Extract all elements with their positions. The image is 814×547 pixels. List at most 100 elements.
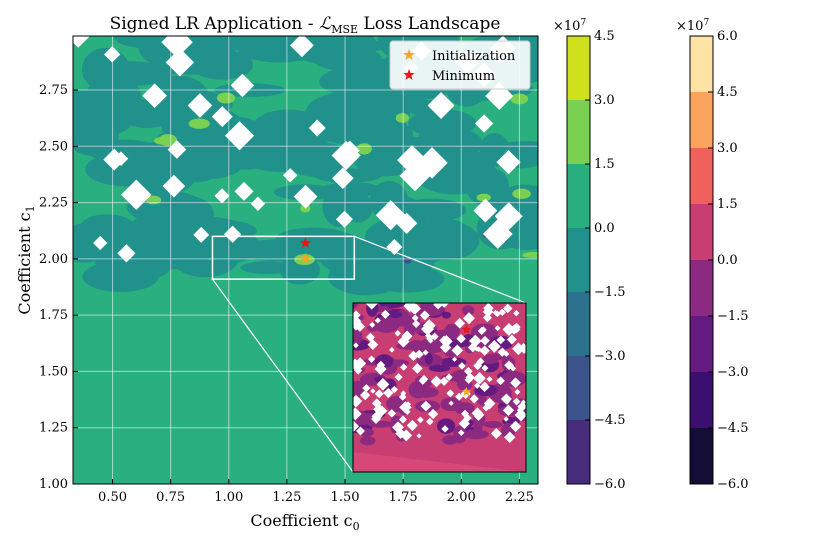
- inset-hole: [487, 340, 501, 353]
- inset-hole: [454, 317, 466, 329]
- inset-hole: [512, 397, 521, 406]
- marker-initialization: [299, 252, 312, 264]
- contour-patch: [413, 221, 480, 261]
- x-axis-label: Coefficient c0: [250, 511, 359, 533]
- colorbar-tick-label: −3.0: [717, 365, 749, 380]
- inset-band: [353, 452, 526, 472]
- colorbar-tick-label: 1.5: [594, 157, 615, 172]
- colorbar-tick-label: −4.5: [594, 413, 626, 428]
- x-tick-label: 0.50: [98, 490, 127, 505]
- inset-plot: [352, 302, 527, 473]
- inset-hole: [365, 303, 378, 310]
- inset-patch: [383, 310, 403, 319]
- inset-hole: [353, 420, 360, 433]
- inset-hole: [399, 401, 412, 414]
- x-tick-label: 1.25: [272, 490, 301, 505]
- inset-patch: [470, 323, 499, 341]
- inset-hole: [398, 393, 407, 401]
- legend-label: Initialization: [432, 49, 516, 64]
- inset-hole: [477, 411, 483, 418]
- inset-hole: [362, 384, 371, 393]
- contour-patch: [81, 47, 130, 92]
- x-tick-label: 0.75: [156, 490, 185, 505]
- inset-patch: [483, 420, 503, 428]
- nan-hole: [230, 73, 255, 98]
- inset-hole: [461, 409, 469, 418]
- colorbar-band: [690, 260, 713, 317]
- inset-hole: [451, 344, 464, 357]
- contour-peak: [395, 113, 410, 123]
- colorbar-left: 4.5 3.0 1.5 0.0 −1.5 −3.0 −4.5 −6.0 ×107: [553, 18, 626, 492]
- inset-hole: [417, 416, 424, 424]
- nan-hole: [161, 36, 193, 58]
- inset-hole: [448, 400, 454, 406]
- contour-patch: [306, 36, 354, 54]
- inset-hole: [457, 429, 465, 437]
- inset-hole: [373, 403, 385, 416]
- inset-hole: [479, 345, 490, 356]
- inset-patch: [390, 415, 402, 424]
- contour-peak: [512, 188, 531, 199]
- inset-hole: [513, 309, 520, 317]
- colorbar-tick-label: −4.5: [717, 421, 749, 436]
- colorbar-band: [567, 420, 590, 485]
- inset-hole: [481, 364, 489, 372]
- inset-hole: [427, 338, 434, 344]
- inset-patch: [353, 416, 375, 426]
- nan-hole: [375, 200, 406, 231]
- inset-hole: [496, 335, 506, 345]
- nan-hole: [211, 106, 233, 128]
- colorbar-tick-label: −6.0: [594, 477, 626, 492]
- inset-hole: [380, 309, 390, 319]
- nan-hole: [214, 188, 230, 204]
- nan-hole: [103, 148, 126, 171]
- inset-hole: [520, 399, 526, 405]
- inset-patch: [481, 355, 499, 364]
- inset-hole: [503, 431, 516, 444]
- nan-hole: [397, 145, 428, 176]
- inset-hole: [412, 319, 421, 328]
- marker-minimum: [299, 237, 312, 248]
- inset-hole: [513, 345, 523, 355]
- inset-hole: [480, 335, 490, 346]
- inset-hole: [419, 310, 430, 321]
- inset-hole: [475, 346, 482, 353]
- colorbar-exponent: 7: [703, 18, 709, 28]
- nan-hole: [73, 36, 90, 48]
- contour-peak: [216, 92, 236, 104]
- zoom-connector: [354, 235, 527, 304]
- colorbar-tick-label: 3.0: [594, 93, 615, 108]
- colorbar-tick-label: −1.5: [594, 285, 626, 300]
- nan-hole: [473, 198, 498, 223]
- nan-hole: [332, 167, 354, 190]
- inset-hole: [500, 393, 512, 405]
- inset-hole: [474, 382, 481, 389]
- inset-patch: [428, 364, 451, 372]
- inset-hole: [370, 388, 376, 394]
- y-axis-label: Coefficient c1: [15, 205, 37, 314]
- inset-hole: [419, 374, 429, 384]
- inset-hole: [353, 342, 359, 349]
- inset-hole: [387, 409, 397, 418]
- y-tick-label: 2.50: [39, 139, 68, 154]
- inset-hole: [441, 425, 449, 433]
- inset-hole: [483, 397, 496, 410]
- inset-hole: [398, 415, 407, 424]
- contour-patch: [171, 237, 240, 278]
- inset-patch: [353, 328, 363, 346]
- inset-hole: [427, 408, 439, 420]
- zoom-connector: [212, 278, 354, 473]
- contour-patch: [73, 120, 102, 137]
- y-tick-label: 1.50: [39, 364, 68, 379]
- inset-hole: [502, 404, 515, 417]
- inset-hole: [390, 385, 398, 394]
- inset-hole: [479, 381, 490, 393]
- nan-hole: [234, 181, 254, 201]
- inset-hole: [356, 426, 365, 436]
- inset-hole: [458, 362, 466, 370]
- inset-hole: [490, 428, 502, 439]
- colorbar-tick-label: 0.0: [717, 253, 738, 268]
- colorbar-tick-label: 4.5: [717, 85, 738, 100]
- inset-hole: [353, 394, 363, 408]
